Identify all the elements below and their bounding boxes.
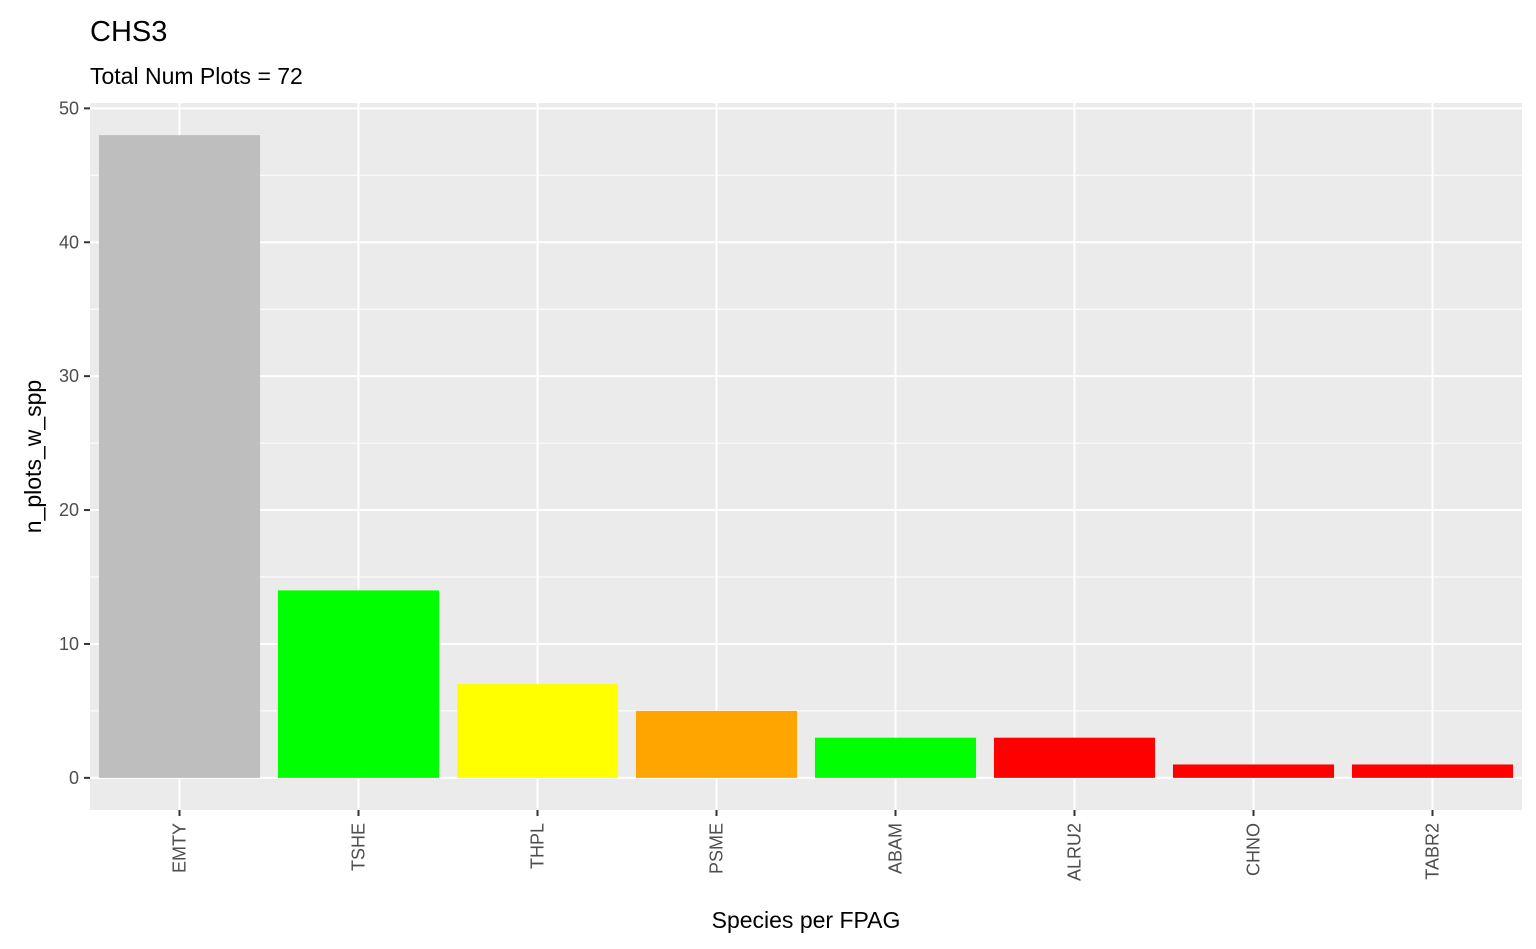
y-tick-label: 40: [59, 232, 79, 252]
bar-alru2: [993, 737, 1156, 778]
x-axis-title: Species per FPAG: [712, 907, 901, 933]
bars: [98, 135, 1514, 778]
x-tick-label-tshe: TSHE: [349, 823, 369, 871]
major-gridlines: [90, 103, 1522, 810]
y-tick-label: 50: [59, 98, 79, 118]
y-axis: 0 10 20 30 40 50: [59, 98, 90, 788]
x-tick-label-thpl: THPL: [528, 823, 548, 869]
x-axis: EMTY TSHE THPL PSME ABAM ALRU2 CHNO TABR2: [170, 810, 1443, 881]
y-axis-title: n_plots_w_spp: [20, 380, 46, 533]
x-tick-label-psme: PSME: [707, 823, 727, 874]
bar-chno: [1172, 764, 1335, 778]
x-tick-label-chno: CHNO: [1244, 823, 1264, 876]
x-tick-label-tabr2: TABR2: [1423, 823, 1443, 880]
x-tick-label-alru2: ALRU2: [1065, 823, 1085, 881]
bar-tabr2: [1351, 764, 1514, 778]
y-tick-label: 10: [59, 634, 79, 654]
bar-psme: [635, 710, 798, 778]
x-tick-label-emty: EMTY: [170, 823, 190, 873]
bar-emty: [98, 135, 261, 778]
x-tick-label-abam: ABAM: [886, 823, 906, 874]
y-tick-label: 0: [69, 768, 79, 788]
chart-subtitle: Total Num Plots = 72: [90, 63, 303, 89]
y-tick-label: 20: [59, 500, 79, 520]
bar-abam: [814, 737, 977, 778]
chart-title: CHS3: [90, 16, 167, 48]
bar-tshe: [277, 590, 440, 778]
bar-thpl: [456, 684, 619, 778]
y-tick-label: 30: [59, 366, 79, 386]
